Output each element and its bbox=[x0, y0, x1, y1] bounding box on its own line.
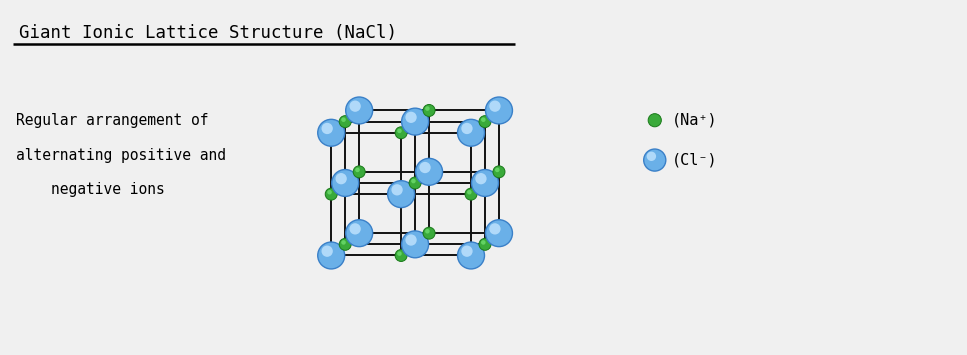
Circle shape bbox=[397, 129, 401, 133]
Circle shape bbox=[424, 227, 435, 239]
Circle shape bbox=[481, 240, 485, 245]
Circle shape bbox=[411, 179, 416, 183]
Circle shape bbox=[648, 114, 661, 127]
Circle shape bbox=[416, 158, 443, 185]
Circle shape bbox=[401, 231, 428, 258]
Circle shape bbox=[465, 188, 477, 200]
Circle shape bbox=[405, 234, 417, 246]
Circle shape bbox=[647, 152, 656, 161]
Circle shape bbox=[341, 240, 346, 245]
Circle shape bbox=[425, 106, 429, 111]
Circle shape bbox=[349, 223, 361, 235]
Circle shape bbox=[644, 149, 666, 171]
Circle shape bbox=[349, 100, 361, 112]
Circle shape bbox=[321, 123, 333, 134]
Circle shape bbox=[476, 173, 486, 184]
Text: alternating positive and: alternating positive and bbox=[15, 148, 225, 163]
Text: (Cl⁻): (Cl⁻) bbox=[672, 153, 718, 168]
Circle shape bbox=[479, 116, 491, 127]
Circle shape bbox=[485, 97, 513, 124]
Circle shape bbox=[325, 188, 337, 200]
Circle shape bbox=[457, 242, 484, 269]
Circle shape bbox=[409, 177, 421, 189]
Circle shape bbox=[485, 220, 513, 247]
Circle shape bbox=[495, 168, 500, 172]
Circle shape bbox=[479, 238, 491, 250]
Circle shape bbox=[472, 170, 498, 196]
Circle shape bbox=[461, 123, 473, 134]
Circle shape bbox=[345, 220, 372, 247]
Circle shape bbox=[424, 104, 435, 116]
Circle shape bbox=[318, 242, 344, 269]
Circle shape bbox=[332, 170, 359, 196]
Circle shape bbox=[467, 190, 472, 195]
Text: negative ions: negative ions bbox=[50, 182, 164, 197]
Circle shape bbox=[353, 166, 366, 178]
Circle shape bbox=[396, 250, 407, 262]
Text: Giant Ionic Lattice Structure (NaCl): Giant Ionic Lattice Structure (NaCl) bbox=[18, 23, 396, 42]
Circle shape bbox=[489, 223, 501, 235]
Circle shape bbox=[321, 246, 333, 257]
Circle shape bbox=[405, 112, 417, 123]
Circle shape bbox=[388, 181, 415, 208]
Circle shape bbox=[489, 100, 501, 112]
Circle shape bbox=[392, 184, 402, 196]
Circle shape bbox=[341, 118, 346, 122]
Circle shape bbox=[457, 119, 484, 146]
Circle shape bbox=[493, 166, 505, 178]
Text: (Na⁺): (Na⁺) bbox=[672, 113, 718, 128]
Circle shape bbox=[327, 190, 332, 195]
Circle shape bbox=[420, 162, 430, 173]
Circle shape bbox=[397, 251, 401, 256]
Circle shape bbox=[396, 127, 407, 139]
Circle shape bbox=[461, 246, 473, 257]
Text: Regular arrangement of: Regular arrangement of bbox=[15, 113, 208, 128]
Circle shape bbox=[336, 173, 347, 184]
Circle shape bbox=[401, 108, 428, 135]
Circle shape bbox=[318, 119, 344, 146]
Circle shape bbox=[481, 118, 485, 122]
Circle shape bbox=[339, 116, 351, 127]
Circle shape bbox=[425, 229, 429, 234]
Circle shape bbox=[339, 238, 351, 250]
Circle shape bbox=[345, 97, 372, 124]
Circle shape bbox=[355, 168, 360, 172]
